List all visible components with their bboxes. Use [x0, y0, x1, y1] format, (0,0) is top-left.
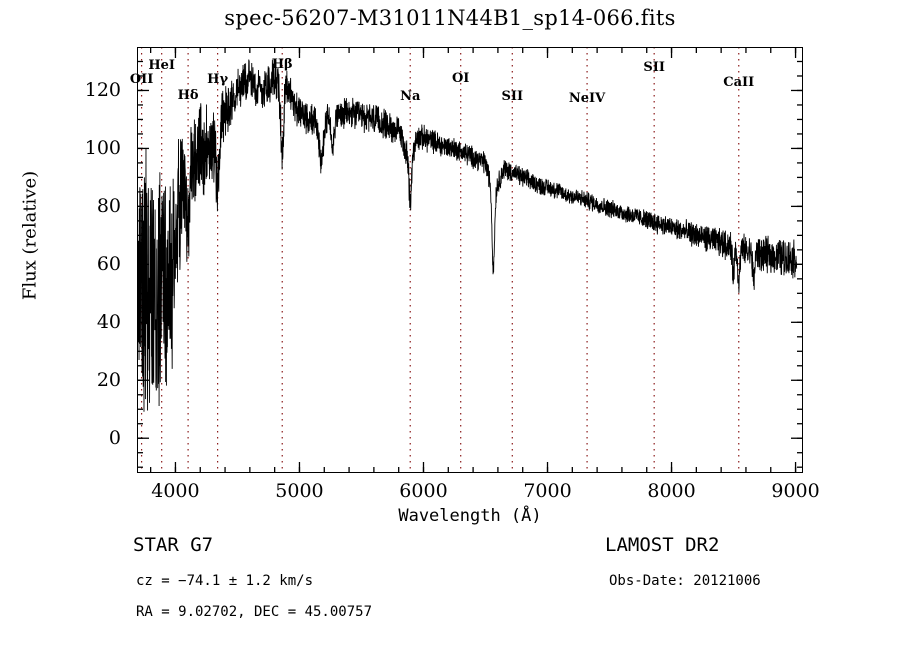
x-tick-7000: 7000 — [523, 480, 572, 502]
object-class-text: STAR G7 — [133, 534, 214, 556]
plot-area: OII HeI Hδ Hγ Hβ Na OI SII NeIV SII CaII — [130, 47, 803, 473]
axis-ticks — [137, 47, 803, 473]
plot-frame — [137, 47, 803, 473]
x-tick-6000: 6000 — [399, 480, 448, 502]
spectrum-trace — [137, 59, 798, 412]
x-axis-tick-labels: 4000 5000 6000 7000 8000 9000 — [137, 480, 819, 506]
x-tick-8000: 8000 — [647, 480, 696, 502]
y-axis-title: Flux (relative) — [19, 170, 41, 301]
y-tick-20: 20 — [96, 369, 121, 392]
y-tick-0: 0 — [108, 427, 121, 450]
spectral-line-label-Hβ: Hβ — [271, 57, 293, 72]
y-tick-40: 40 — [96, 311, 121, 334]
y-tick-120: 120 — [84, 79, 121, 102]
spectral-line-label-NeIV: NeIV — [568, 91, 606, 106]
x-axis-title: Wavelength (Å) — [398, 506, 542, 526]
spectral-line-label-HeI: HeI — [148, 58, 175, 73]
spectral-line-label-SII: SII — [643, 60, 665, 75]
spectral-line-label-CaII: CaII — [723, 75, 755, 90]
coordinates-text: RA = 9.02702, DEC = 45.00757 — [136, 604, 373, 620]
spectral-line-label-Na: Na — [400, 89, 421, 104]
survey-text: LAMOST DR2 — [605, 534, 720, 556]
x-tick-9000: 9000 — [771, 480, 820, 502]
spectral-line-label-Hγ: Hγ — [207, 72, 229, 87]
y-tick-100: 100 — [84, 137, 121, 160]
spectral-line-label-OII: OII — [129, 72, 154, 87]
spectral-line-label-SII: SII — [501, 89, 524, 104]
spectral-line-label-Hδ: Hδ — [177, 88, 199, 103]
spectrum-svg — [137, 47, 803, 473]
redshift-text: cz = −74.1 ± 1.2 km/s — [136, 573, 314, 589]
page-title: spec-56207-M31011N44B1_sp14-066.fits — [224, 6, 676, 30]
x-tick-4000: 4000 — [151, 480, 200, 502]
obs-date-text: Obs-Date: 20121006 — [609, 573, 761, 589]
spectral-line-label-OI: OI — [451, 71, 470, 86]
x-tick-5000: 5000 — [275, 480, 324, 502]
y-tick-60: 60 — [96, 253, 121, 276]
spectral-line-markers — [140, 47, 740, 473]
y-axis-tick-labels: 0 20 40 60 80 100 120 — [55, 47, 129, 473]
y-tick-80: 80 — [96, 195, 121, 218]
